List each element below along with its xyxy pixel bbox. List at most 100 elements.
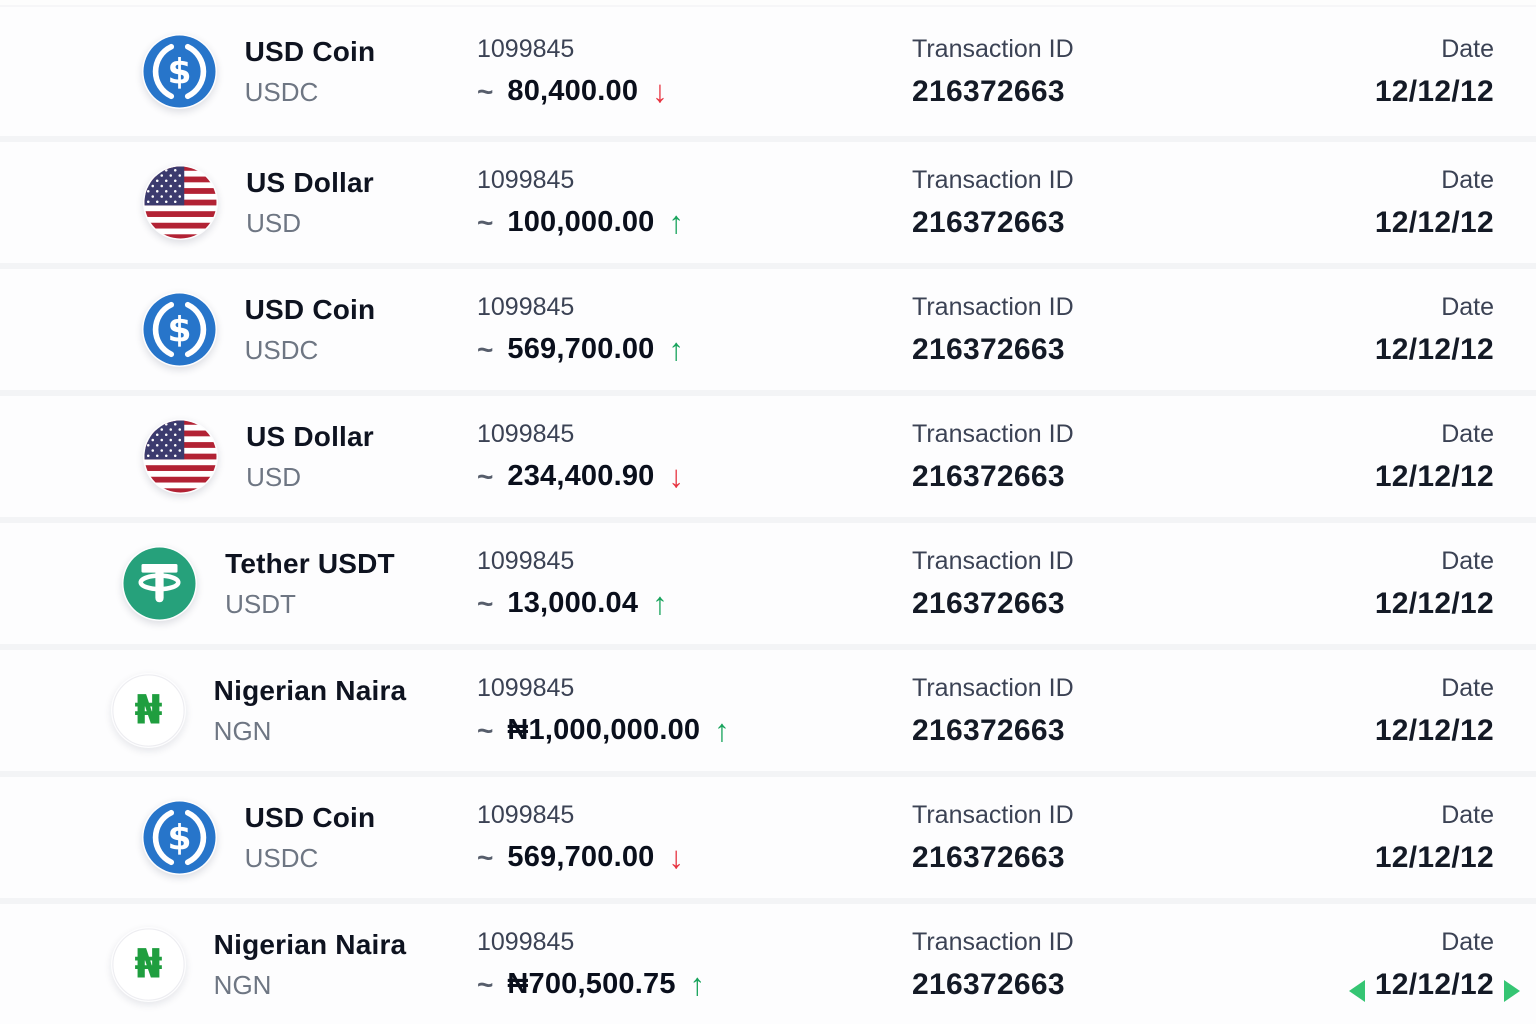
- usd-flag-icon: [143, 165, 218, 240]
- naira-icon: [111, 927, 186, 1002]
- transaction-id-label: Transaction ID: [912, 419, 1074, 448]
- transaction-id-value: 216372663: [912, 713, 1065, 747]
- currency-cell: USD Coin USDC: [40, 34, 477, 109]
- approx-tilde: ~: [477, 587, 494, 619]
- transaction-row[interactable]: USD Coin USDC 1099845 ~ 569,700.00 ↓ Tra…: [0, 771, 1536, 898]
- approx-tilde: ~: [477, 841, 494, 873]
- transaction-id-cell: Transaction ID 216372663: [912, 801, 1375, 875]
- amount-value: 234,400.90: [507, 460, 655, 492]
- amount-value: 100,000.00: [507, 206, 655, 238]
- transaction-id-cell: Transaction ID 216372663: [912, 166, 1375, 240]
- currency-cell: US Dollar USD: [40, 419, 477, 494]
- date-cell: Date 12/12/12: [1375, 547, 1494, 621]
- date-value: 12/12/12: [1374, 713, 1494, 747]
- transaction-id-label: Transaction ID: [912, 546, 1074, 575]
- date-cell: Date 12/12/12: [1375, 293, 1494, 367]
- currency-name: US Dollar: [246, 166, 374, 198]
- reference-number: 1099845: [477, 928, 575, 956]
- direction-arrow: ↑: [714, 713, 730, 748]
- reference-number: 1099845: [477, 420, 575, 448]
- currency-name: USD Coin: [244, 293, 376, 325]
- transaction-id-cell: Transaction ID 216372663: [912, 293, 1375, 367]
- direction-arrow: ↑: [689, 967, 706, 1002]
- date-value: 12/12/12: [1348, 967, 1521, 1002]
- currency-cell: USD Coin USDC: [40, 292, 477, 367]
- transaction-id-label: Transaction ID: [912, 292, 1074, 321]
- transaction-row[interactable]: Nigerian Naira NGN 1099845 ~ ₦1,000,000.…: [0, 644, 1536, 771]
- date-cell: Date 12/12/12: [1375, 35, 1494, 109]
- currency-code: USDC: [244, 76, 319, 107]
- approx-tilde: ~: [477, 460, 494, 492]
- transaction-id-label: Transaction ID: [912, 800, 1074, 829]
- date-value: 12/12/12: [1374, 586, 1494, 620]
- currency-cell: USD Coin USDC: [40, 800, 477, 875]
- reference-number: 1099845: [477, 35, 575, 63]
- transaction-id-value: 216372663: [912, 840, 1065, 874]
- naira-icon: [111, 673, 186, 748]
- amount-cell: 1099845 ~ 13,000.04 ↑: [477, 547, 912, 620]
- reference-number: 1099845: [477, 547, 575, 575]
- amount-value: 13,000.04: [507, 587, 639, 619]
- transaction-row[interactable]: US Dollar USD 1099845 ~ 234,400.90 ↓ Tra…: [0, 390, 1536, 517]
- currency-name: USD Coin: [244, 801, 376, 833]
- currency-code: USDC: [244, 334, 319, 365]
- approx-tilde: ~: [477, 968, 494, 1000]
- approx-tilde: ~: [477, 206, 494, 238]
- currency-name: USD Coin: [244, 35, 376, 67]
- direction-arrow: ↑: [668, 205, 685, 240]
- amount-cell: 1099845 ~ ₦700,500.75 ↑: [477, 928, 912, 1001]
- currency-cell: Nigerian Naira NGN: [40, 927, 477, 1002]
- reference-number: 1099845: [477, 166, 575, 194]
- tether-icon: [122, 546, 197, 621]
- amount-cell: 1099845 ~ 234,400.90 ↓: [477, 420, 912, 493]
- transaction-id-value: 216372663: [912, 967, 1065, 1001]
- approx-tilde: ~: [477, 333, 494, 365]
- date-cell: Date 12/12/12: [1375, 674, 1494, 748]
- amount-cell: 1099845 ~ 80,400.00 ↓: [477, 35, 912, 108]
- transaction-id-label: Transaction ID: [912, 165, 1074, 194]
- date-label: Date: [1441, 292, 1494, 321]
- date-value: 12/12/12: [1374, 840, 1494, 874]
- usd-flag-icon: [143, 419, 218, 494]
- transaction-id-cell: Transaction ID 216372663: [912, 547, 1375, 621]
- currency-code: USD: [246, 207, 301, 238]
- amount-value: 80,400.00: [507, 75, 639, 107]
- amount-cell: 1099845 ~ ₦1,000,000.00 ↑: [477, 674, 912, 747]
- date-cell: Date 12/12/12: [1375, 420, 1494, 494]
- transaction-row[interactable]: USD Coin USDC 1099845 ~ 80,400.00 ↓ Tran…: [0, 5, 1536, 136]
- date-label: Date: [1441, 927, 1494, 956]
- transaction-id-cell: Transaction ID 216372663: [912, 674, 1375, 748]
- currency-name: Tether USDT: [225, 547, 395, 579]
- direction-arrow: ↓: [668, 459, 685, 494]
- currency-code: USDC: [244, 842, 319, 873]
- transaction-id-cell: Transaction ID 216372663: [912, 420, 1375, 494]
- reference-number: 1099845: [477, 674, 575, 702]
- reference-number: 1099845: [477, 293, 575, 321]
- transaction-row[interactable]: Tether USDT USDT 1099845 ~ 13,000.04 ↑ T…: [0, 517, 1536, 644]
- direction-arrow: ↑: [652, 586, 668, 621]
- currency-cell: US Dollar USD: [40, 165, 477, 240]
- currency-name: Nigerian Naira: [213, 674, 407, 706]
- transaction-id-value: 216372663: [912, 205, 1065, 239]
- direction-arrow: ↑: [668, 332, 685, 367]
- currency-code: NGN: [213, 969, 272, 1000]
- transaction-id-value: 216372663: [912, 74, 1065, 108]
- transaction-row[interactable]: Nigerian Naira NGN 1099845 ~ ₦700,500.75…: [0, 898, 1536, 1024]
- transaction-row[interactable]: USD Coin USDC 1099845 ~ 569,700.00 ↑ Tra…: [0, 263, 1536, 390]
- approx-tilde: ~: [477, 714, 494, 746]
- reference-number: 1099845: [477, 801, 575, 829]
- transaction-id-label: Transaction ID: [912, 927, 1074, 956]
- approx-tilde: ~: [477, 75, 494, 107]
- transaction-row[interactable]: US Dollar USD 1099845 ~ 100,000.00 ↑ Tra…: [0, 136, 1536, 263]
- currency-code: NGN: [213, 715, 272, 746]
- amount-cell: 1099845 ~ 569,700.00 ↓: [477, 801, 912, 874]
- amount-value: ₦1,000,000.00: [507, 714, 701, 746]
- transaction-id-value: 216372663: [912, 586, 1065, 620]
- date-label: Date: [1441, 673, 1494, 702]
- currency-name: US Dollar: [246, 420, 374, 452]
- usdc-icon: [142, 292, 217, 367]
- transaction-id-label: Transaction ID: [912, 34, 1074, 63]
- date-label: Date: [1441, 800, 1494, 829]
- usdc-icon: [142, 34, 217, 109]
- direction-arrow: ↓: [652, 74, 668, 109]
